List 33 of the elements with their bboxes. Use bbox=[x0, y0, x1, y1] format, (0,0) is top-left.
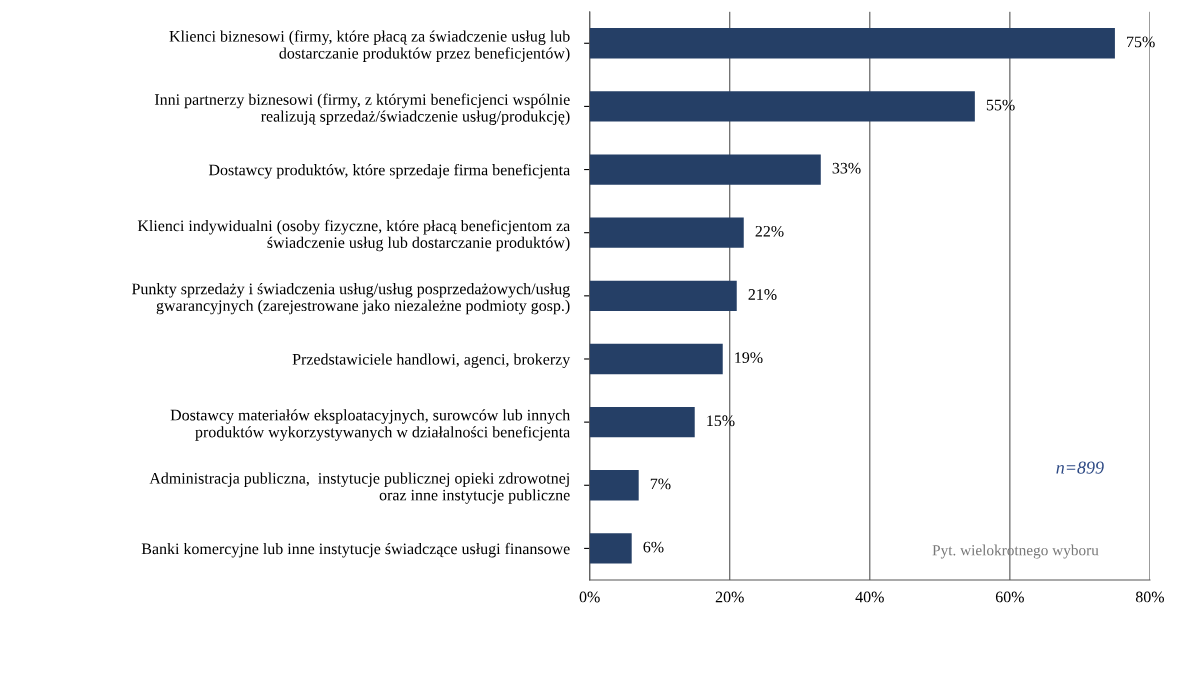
annotation: n=899 bbox=[1056, 461, 1104, 474]
x-tick-label: 20% bbox=[715, 591, 744, 603]
y-tick-label: Dostawcy produktów, które sprzedaje firma beneficjenta bbox=[208, 163, 571, 179]
bar bbox=[589, 217, 744, 248]
y-tick-label: Przedstawiciele handlowi, agenci, brokerzy bbox=[292, 353, 571, 368]
y-tick-label: Banki komercyjne lub inne instytucje świadczące usługi finansowe bbox=[141, 542, 570, 558]
data-label: 22% bbox=[755, 225, 784, 237]
bar bbox=[589, 280, 737, 311]
data-label: 19% bbox=[735, 352, 763, 364]
data-label: 55% bbox=[986, 99, 1015, 111]
data-label: 21% bbox=[748, 289, 777, 300]
data-label: 33% bbox=[832, 162, 861, 174]
y-tick-label: Dostawcy materiałów eksploatacyjnych, surowców lub innych produktów wykorzystywanych w działalności beneficjenta bbox=[170, 409, 571, 441]
x-tick-label: 80% bbox=[1135, 591, 1165, 603]
bar bbox=[589, 154, 821, 185]
bar bbox=[589, 470, 639, 501]
data-label: 7% bbox=[650, 478, 671, 490]
bar bbox=[589, 28, 1115, 59]
x-tick-label: 0% bbox=[579, 591, 600, 603]
data-label: 6% bbox=[643, 541, 664, 553]
y-tick-label: Inni partnerzy biznesowi (firmy, z którymi beneficjenci wspólnie realizują sprzedaż/świadczenie usług/produkcję) bbox=[154, 93, 570, 125]
data-label: 15% bbox=[707, 415, 735, 427]
bar bbox=[589, 533, 632, 564]
y-tick-label: Administracja publiczna, instytucje publicznej opieki zdrowotnej oraz inne instytucje publiczne bbox=[149, 472, 570, 504]
y-tick-label: Klienci biznesowi (firmy, które płacą za świadczenie usług lub dostarczanie produktów przez beneficjentów) bbox=[169, 30, 570, 62]
y-tick-label: Punkty sprzedaży i świadczenia usług/usług posprzedażowych/usług gwarancyjnych (zarejestrowane jako niezależne podmioty gosp.) bbox=[131, 283, 570, 315]
y-tick-label: Klienci indywidualni (osoby fizyczne, które płacą beneficjentom za świadczenie usług lub dostarczanie produktów) bbox=[137, 219, 570, 252]
data-label: 75% bbox=[1127, 36, 1155, 48]
x-tick-label: 40% bbox=[855, 591, 884, 603]
bar bbox=[589, 91, 975, 122]
x-tick-label: 60% bbox=[995, 591, 1024, 603]
bar bbox=[589, 406, 695, 438]
bar bbox=[589, 343, 723, 375]
